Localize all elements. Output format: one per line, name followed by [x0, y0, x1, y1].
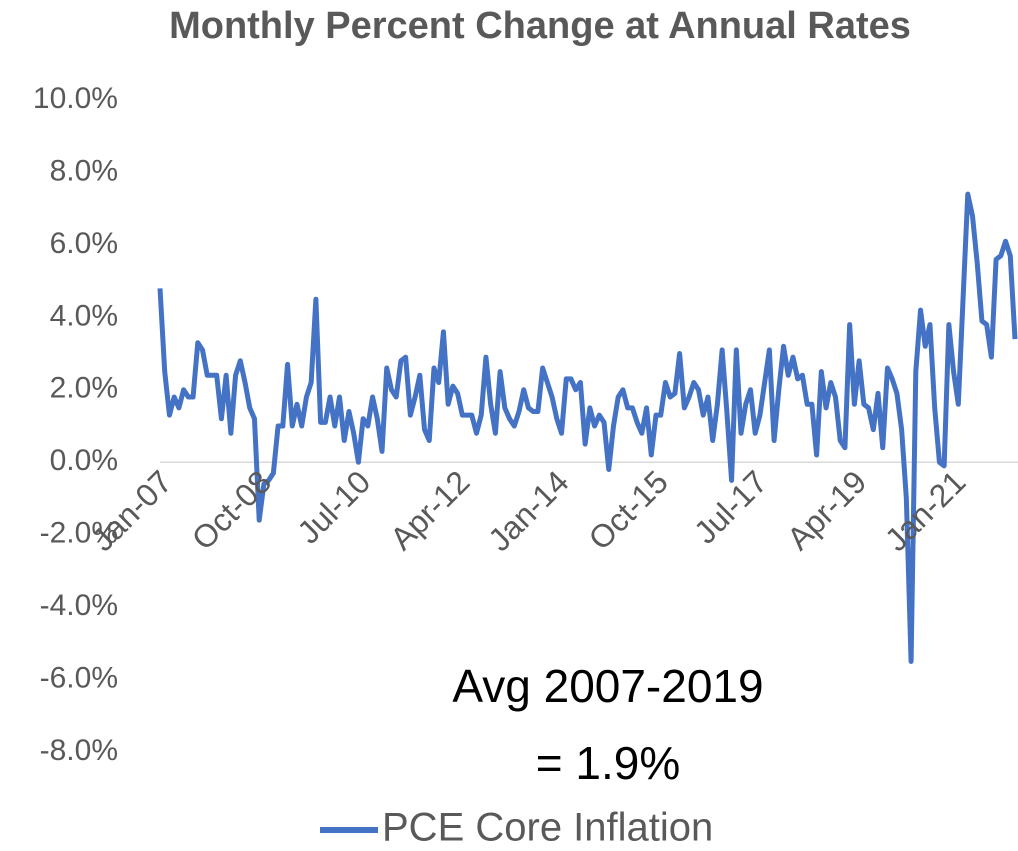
y-tick-label: -2.0%	[40, 517, 118, 550]
legend-label: PCE Core Inflation	[382, 806, 713, 850]
data-line	[157, 191, 1018, 664]
x-tick-label: Oct-08	[185, 463, 278, 556]
y-tick-label: 2.0%	[50, 372, 118, 405]
y-tick-label: 10.0%	[33, 82, 118, 115]
x-tick-label: Jul-10	[290, 463, 377, 550]
chart-title: Monthly Percent Change at Annual Rates	[169, 5, 911, 47]
x-tick-label: Apr-19	[780, 463, 873, 556]
annotation: Avg 2007-2019	[452, 660, 763, 712]
y-tick-label: -8.0%	[40, 734, 118, 767]
annotation: = 1.9%	[536, 737, 681, 789]
y-tick-label: 6.0%	[50, 227, 118, 260]
y-tick-label: 4.0%	[50, 299, 118, 332]
x-tick-label: Apr-12	[383, 463, 476, 556]
y-tick-label: 8.0%	[50, 154, 118, 187]
y-tick-label: -6.0%	[40, 661, 118, 694]
y-tick-label: 0.0%	[50, 444, 118, 477]
y-tick-label: -4.0%	[40, 589, 118, 622]
x-tick-label: Oct-15	[582, 463, 675, 556]
x-tick-label: Jan-14	[481, 463, 576, 558]
x-tick-label: Jan-21	[878, 463, 973, 558]
x-tick-label: Jan-07	[84, 463, 179, 558]
